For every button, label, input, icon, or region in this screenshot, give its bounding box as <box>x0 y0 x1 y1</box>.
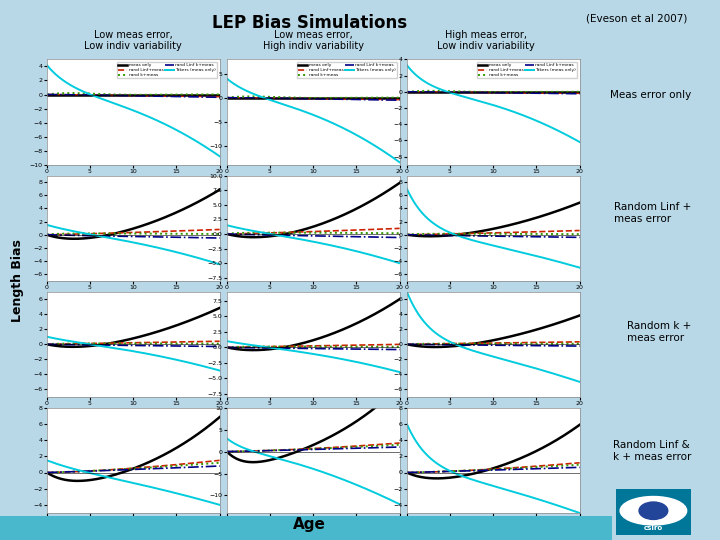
Text: LEP Bias Simulations: LEP Bias Simulations <box>212 14 408 31</box>
Ellipse shape <box>639 502 667 519</box>
FancyBboxPatch shape <box>610 485 697 538</box>
Text: Low meas error,
Low indiv variability: Low meas error, Low indiv variability <box>84 30 182 51</box>
Legend: meas only, rand Linf+meas, rand k+meas, rand Linf k+meas, Takers (meas only): meas only, rand Linf+meas, rand k+meas, … <box>117 62 217 78</box>
FancyBboxPatch shape <box>0 516 612 540</box>
Text: (Eveson et al 2007): (Eveson et al 2007) <box>586 14 688 24</box>
Text: Random Linf +
meas error: Random Linf + meas error <box>614 202 691 224</box>
Text: High meas error,
Low indiv variability: High meas error, Low indiv variability <box>437 30 535 51</box>
Text: Length Bias: Length Bias <box>12 239 24 322</box>
Text: Random k +
meas error: Random k + meas error <box>627 321 691 343</box>
Text: Random Linf &
k + meas error: Random Linf & k + meas error <box>613 440 691 462</box>
Text: Meas error only: Meas error only <box>610 90 691 99</box>
Text: csiro: csiro <box>644 525 663 531</box>
Text: Age: Age <box>293 517 326 532</box>
Legend: meas only, rand Linf+meas, rand k+meas, rand Linf k+meas, Takers (meas only): meas only, rand Linf+meas, rand k+meas, … <box>297 62 397 78</box>
Ellipse shape <box>620 496 687 525</box>
Text: Low meas error,
High indiv variability: Low meas error, High indiv variability <box>263 30 364 51</box>
Legend: meas only, rand Linf+meas, rand k+meas, rand Linf k+meas, Takers (meas only): meas only, rand Linf+meas, rand k+meas, … <box>477 62 577 78</box>
